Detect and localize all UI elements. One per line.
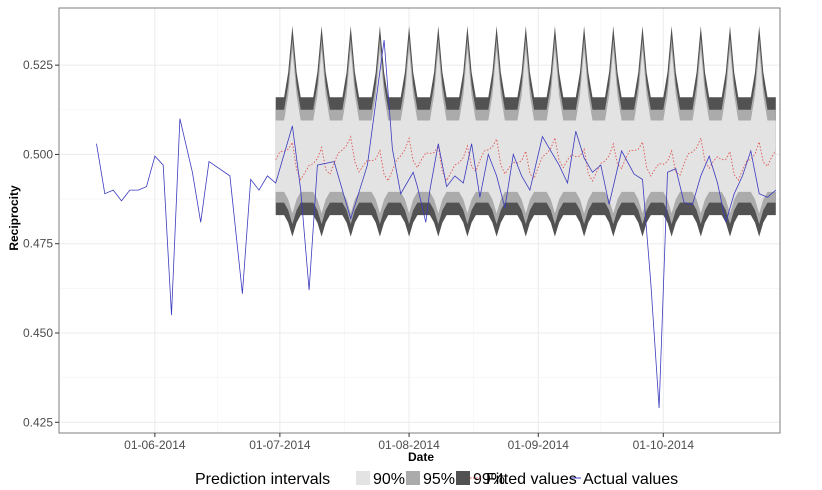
- y-tick-label: 0.525: [23, 58, 53, 72]
- legend-label-fitted: Fitted values: [486, 471, 577, 488]
- y-tick-label: 0.500: [23, 147, 53, 161]
- legend-key-99: [456, 471, 470, 485]
- y-tick-label: 0.450: [23, 326, 53, 340]
- panel-border: [58, 7, 781, 434]
- legend-label-90: 90%: [373, 471, 405, 488]
- legend: Prediction intervals 90% 95% 99% Fitted …: [195, 471, 678, 488]
- legend-label-99: 99%: [473, 471, 505, 488]
- x-tick-label: 01-08-2014: [378, 438, 440, 452]
- x-tick-label: 01-06-2014: [124, 438, 186, 452]
- plot-panel: [59, 8, 780, 433]
- legend-intervals-title: Prediction intervals: [195, 471, 330, 488]
- y-tick-label: 0.475: [23, 237, 53, 251]
- y-axis-title: Reciprocity: [7, 185, 21, 251]
- x-tick-label: 01-07-2014: [249, 438, 311, 452]
- legend-label-95: 95%: [423, 471, 455, 488]
- x-tick-label: 01-09-2014: [508, 438, 570, 452]
- legend-label-actual: Actual values: [583, 471, 678, 488]
- band-90: [275, 49, 776, 214]
- fitted-values-line: [275, 135, 777, 182]
- legend-key-95: [406, 471, 420, 485]
- y-tick-label: 0.425: [23, 415, 53, 429]
- x-axis-title: Date: [408, 450, 434, 464]
- series-line-actual-values: [96, 40, 777, 409]
- x-tick-label: 01-10-2014: [633, 438, 695, 452]
- legend-key-90: [356, 471, 370, 485]
